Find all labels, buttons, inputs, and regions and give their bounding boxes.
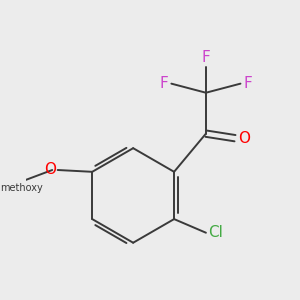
- Text: O: O: [238, 131, 250, 146]
- Text: F: F: [243, 76, 252, 91]
- Text: Cl: Cl: [208, 225, 223, 240]
- Text: F: F: [202, 50, 210, 64]
- Text: F: F: [160, 76, 169, 91]
- Text: methoxy: methoxy: [0, 183, 43, 193]
- Text: O: O: [44, 163, 56, 178]
